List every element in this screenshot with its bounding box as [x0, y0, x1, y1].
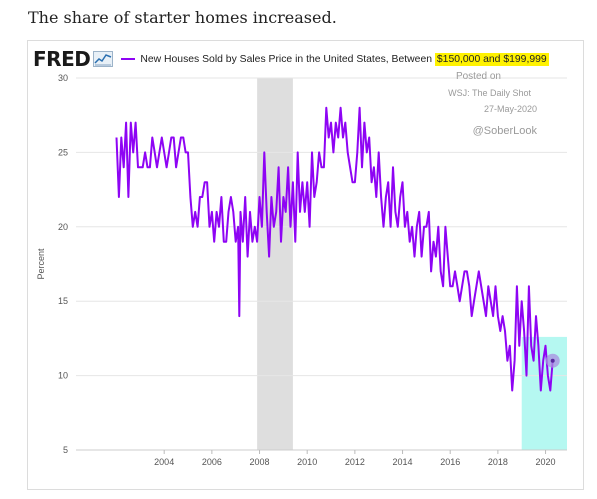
chart-trend-icon: [93, 51, 114, 67]
recession-band: [257, 78, 293, 450]
last-point-dot: [550, 358, 555, 363]
chart-panel: FRED New Houses Sold by Sales Price in t…: [27, 40, 584, 490]
x-tick-label: 2016: [440, 457, 460, 467]
stamp-date: 27-May-2020: [483, 104, 537, 114]
legend-label: New Houses Sold by Sales Price in the Un…: [140, 52, 549, 66]
y-tick-label: 20: [58, 222, 68, 232]
y-tick-label: 5: [63, 445, 68, 455]
legend-swatch: [121, 58, 136, 60]
stamp-posted-on: Posted on: [455, 71, 501, 82]
x-tick-label: 2004: [154, 457, 174, 467]
stamp-source: WSJ: The Daily Shot: [448, 88, 531, 98]
y-tick-label: 30: [58, 73, 68, 83]
x-tick-label: 2008: [250, 457, 270, 467]
x-tick-label: 2018: [488, 457, 508, 467]
legend-label-prefix: New Houses Sold by Sales Price in the Un…: [140, 53, 435, 65]
y-axis-label: Percent: [36, 248, 46, 280]
fred-logo: FRED: [33, 47, 91, 71]
x-tick-label: 2014: [393, 457, 413, 467]
x-tick-label: 2012: [345, 457, 365, 467]
x-tick-label: 2010: [297, 457, 317, 467]
chart-header: FRED New Houses Sold by Sales Price in t…: [33, 47, 549, 71]
y-tick-label: 25: [58, 147, 68, 157]
stamp-handle: @SoberLook: [472, 125, 537, 137]
y-tick-label: 10: [58, 371, 68, 381]
series-line: [115, 106, 554, 392]
page-heading: The share of starter homes increased.: [28, 8, 337, 27]
x-tick-label: 2006: [202, 457, 222, 467]
legend-label-highlight: $150,000 and $199,999: [434, 52, 549, 66]
y-tick-label: 15: [58, 296, 68, 306]
x-tick-label: 2020: [536, 457, 556, 467]
